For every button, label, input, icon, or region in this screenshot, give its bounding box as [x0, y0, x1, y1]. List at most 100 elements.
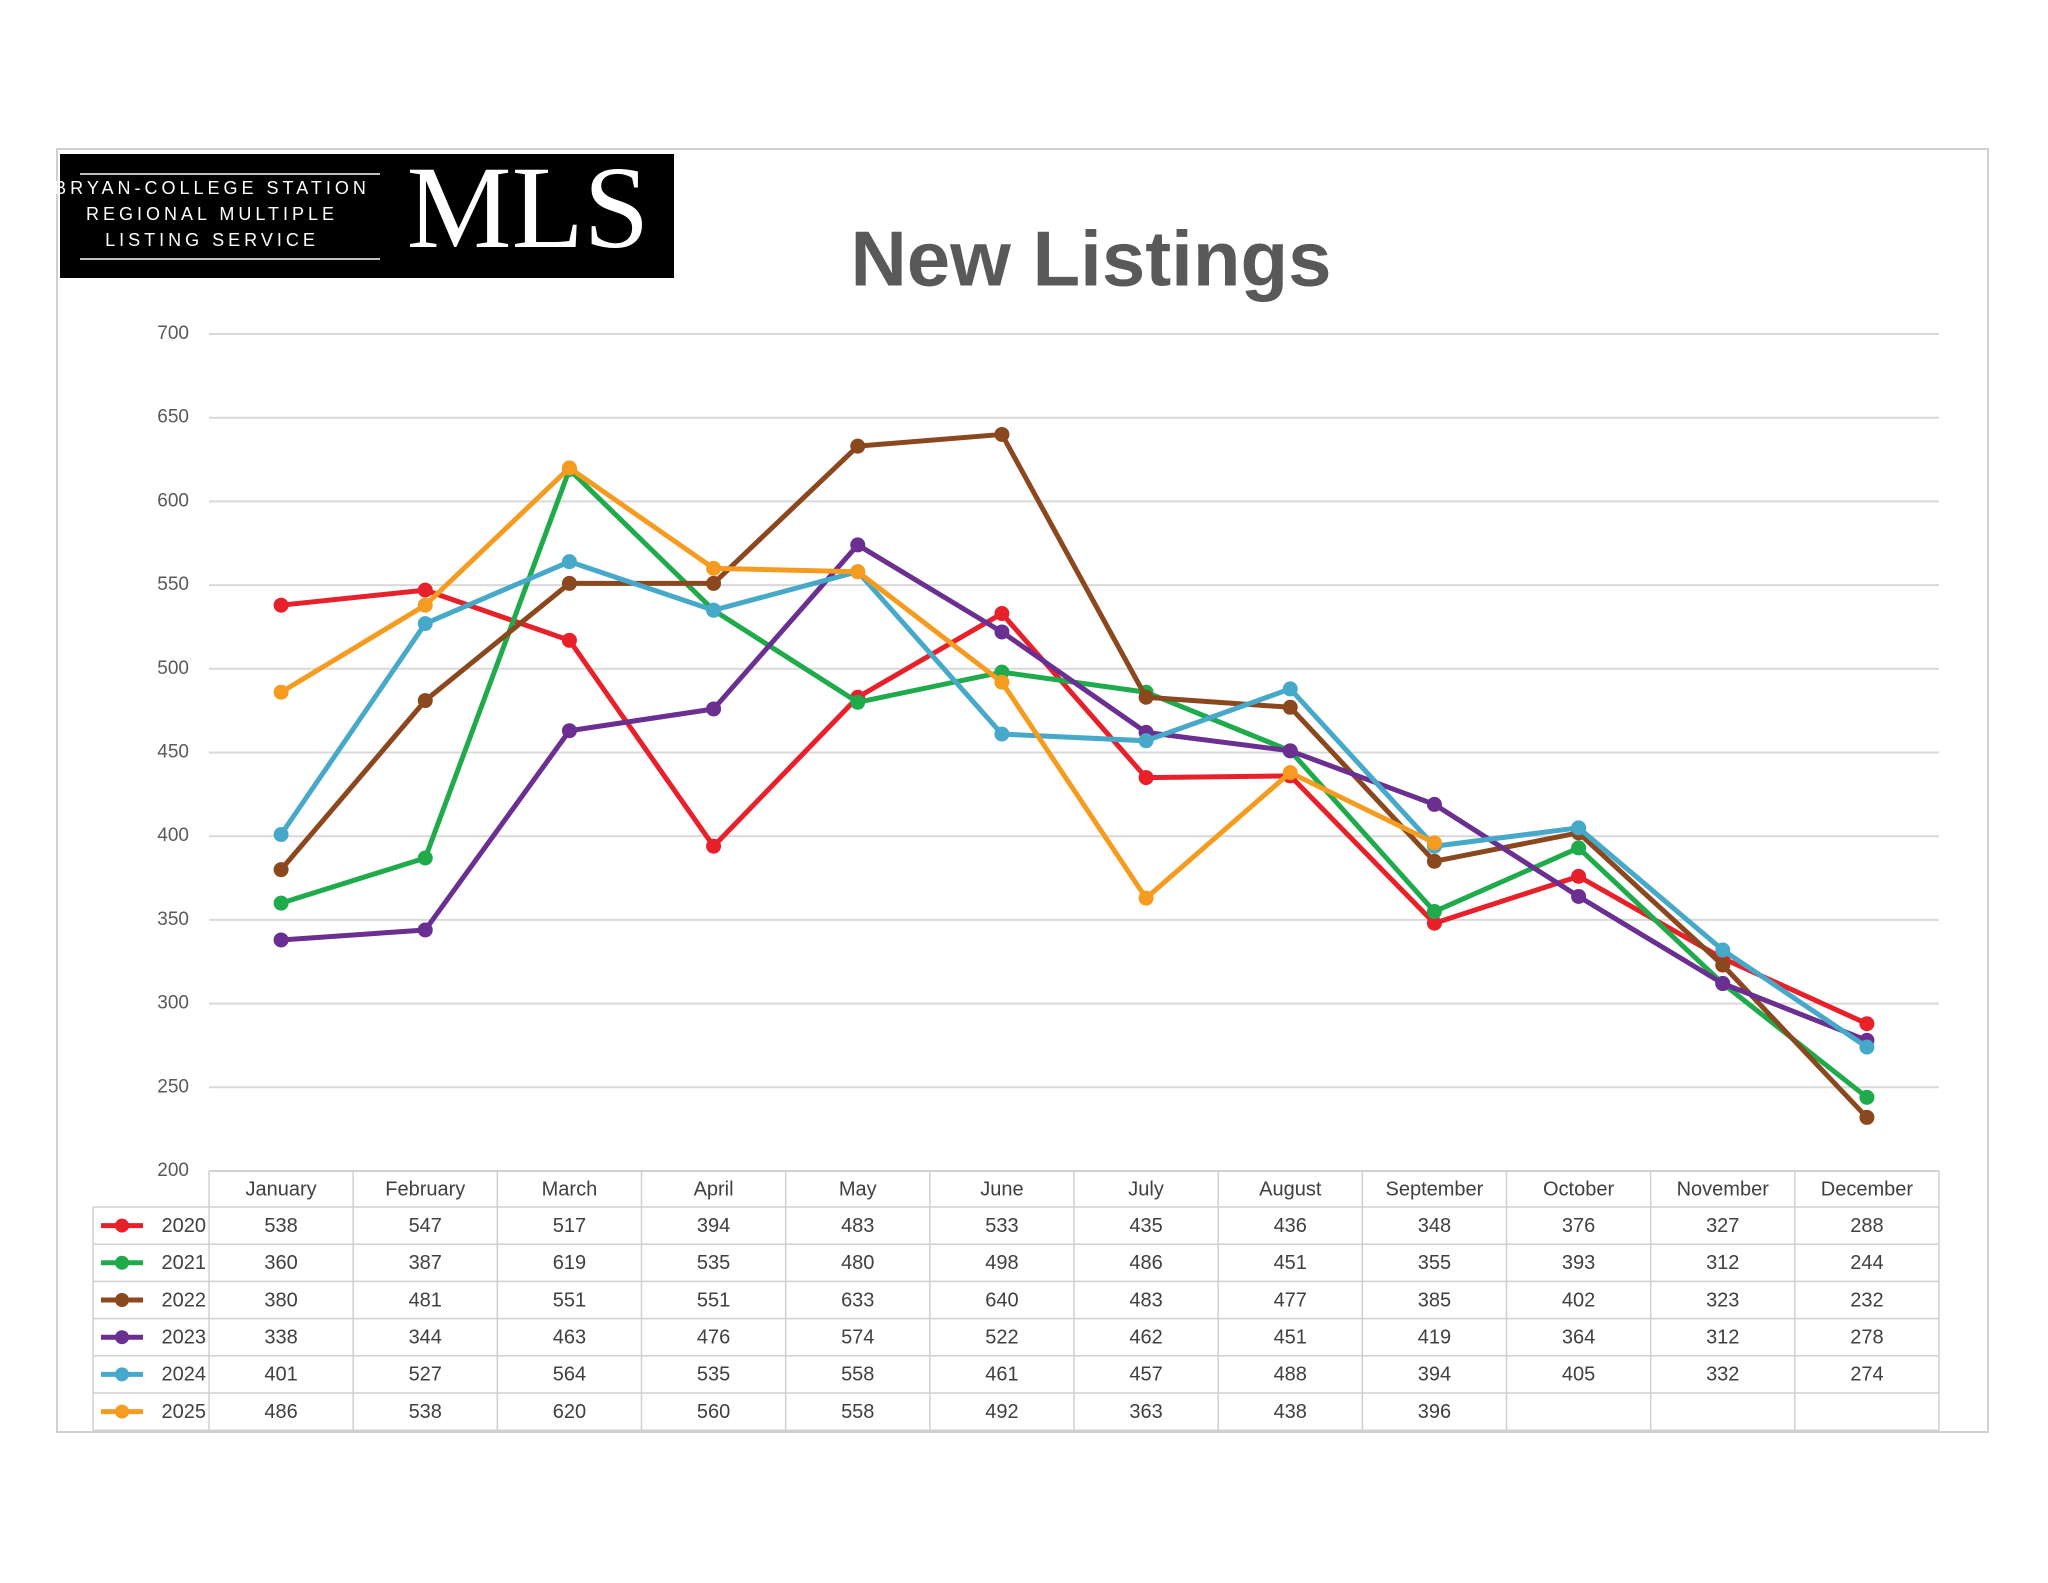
data-point: [1282, 681, 1298, 697]
data-point: [1859, 1016, 1875, 1032]
table-value: 355: [1418, 1252, 1451, 1274]
table-value: 538: [409, 1401, 442, 1423]
table-value: 401: [264, 1364, 297, 1386]
y-tick-label: 250: [157, 1076, 189, 1097]
data-point: [1571, 888, 1587, 904]
data-point: [417, 693, 433, 709]
data-point: [1138, 770, 1154, 786]
data-point: [417, 597, 433, 613]
table-value: 436: [1274, 1215, 1307, 1237]
logo-line: REGIONAL MULTIPLE: [86, 204, 338, 224]
y-tick-label: 600: [157, 490, 189, 511]
data-point: [850, 564, 866, 580]
table-value: 547: [409, 1215, 442, 1237]
table-value: 483: [841, 1215, 874, 1237]
table-value: 376: [1562, 1215, 1595, 1237]
y-tick-label: 500: [157, 658, 189, 679]
x-tick-label: December: [1821, 1178, 1914, 1200]
table-value: 363: [1129, 1401, 1162, 1423]
table-value: 274: [1850, 1364, 1883, 1386]
chart-frame: [56, 148, 1989, 1433]
table-value: 457: [1129, 1364, 1162, 1386]
x-tick-label: January: [246, 1178, 317, 1200]
table-value: 348: [1418, 1215, 1451, 1237]
data-point: [1282, 743, 1298, 759]
table-value: 486: [1129, 1252, 1162, 1274]
y-tick-label: 450: [157, 742, 189, 763]
table-value: 522: [985, 1326, 1018, 1348]
table-value: 620: [553, 1401, 586, 1423]
data-point: [561, 460, 577, 476]
x-tick-label: June: [980, 1178, 1023, 1200]
x-tick-label: November: [1677, 1178, 1770, 1200]
table-value: 332: [1706, 1364, 1739, 1386]
data-point: [1138, 890, 1154, 906]
table-value: 463: [553, 1326, 586, 1348]
data-point: [994, 606, 1010, 622]
data-point: [1715, 976, 1731, 992]
table-value: 633: [841, 1289, 874, 1311]
data-point: [417, 922, 433, 938]
table-value: 560: [697, 1401, 730, 1423]
table-value: 451: [1274, 1326, 1307, 1348]
legend-label: 2022: [162, 1289, 207, 1311]
table-value: 385: [1418, 1289, 1451, 1311]
y-tick-label: 700: [157, 323, 189, 344]
table-value: 451: [1274, 1252, 1307, 1274]
table-value: 396: [1418, 1401, 1451, 1423]
data-point: [994, 426, 1010, 442]
table-value: 483: [1129, 1289, 1162, 1311]
data-point: [706, 575, 722, 591]
data-point: [417, 616, 433, 632]
data-point: [273, 895, 289, 911]
table-value: 435: [1129, 1215, 1162, 1237]
table-value: 476: [697, 1326, 730, 1348]
table-value: 492: [985, 1401, 1018, 1423]
x-tick-label: April: [694, 1178, 734, 1200]
legend-label: 2021: [162, 1252, 207, 1274]
table-value: 535: [697, 1364, 730, 1386]
data-point: [706, 602, 722, 618]
legend-marker: [115, 1367, 129, 1382]
series-line: [280, 587, 1868, 1026]
data-point: [1426, 915, 1442, 931]
table-value: 312: [1706, 1252, 1739, 1274]
legend-marker: [115, 1330, 129, 1345]
data-point: [1282, 699, 1298, 715]
data-point: [1282, 765, 1298, 781]
table-value: 558: [841, 1364, 874, 1386]
data-point: [1571, 840, 1587, 856]
x-tick-label: October: [1543, 1178, 1614, 1200]
table-value: 538: [264, 1215, 297, 1237]
y-tick-label: 350: [157, 909, 189, 930]
data-point: [994, 726, 1010, 742]
logo-mark: MLS: [407, 142, 650, 273]
data-point: [1859, 1089, 1875, 1105]
series-line: [280, 542, 1868, 1043]
legend-label: 2025: [162, 1401, 207, 1423]
data-point: [561, 575, 577, 591]
data-point: [850, 438, 866, 454]
table-value: 393: [1562, 1252, 1595, 1274]
data-point: [1715, 942, 1731, 958]
table-value: 338: [264, 1326, 297, 1348]
table-value: 244: [1850, 1252, 1883, 1274]
y-tick-label: 200: [157, 1160, 189, 1181]
data-point: [1571, 868, 1587, 884]
table-value: 288: [1850, 1215, 1883, 1237]
table-value: 619: [553, 1252, 586, 1274]
data-point: [1859, 1039, 1875, 1055]
table-value: 640: [985, 1289, 1018, 1311]
table-value: 232: [1850, 1289, 1883, 1311]
table-value: 387: [409, 1252, 442, 1274]
table-value: 461: [985, 1364, 1018, 1386]
legend-label: 2024: [162, 1364, 207, 1386]
table-value: 480: [841, 1252, 874, 1274]
data-point: [1426, 904, 1442, 920]
legend-marker: [115, 1255, 129, 1270]
legend-marker: [115, 1293, 129, 1307]
chart-title: New Listings: [850, 215, 1331, 303]
table-value: 462: [1129, 1326, 1162, 1348]
data-point: [994, 674, 1010, 690]
